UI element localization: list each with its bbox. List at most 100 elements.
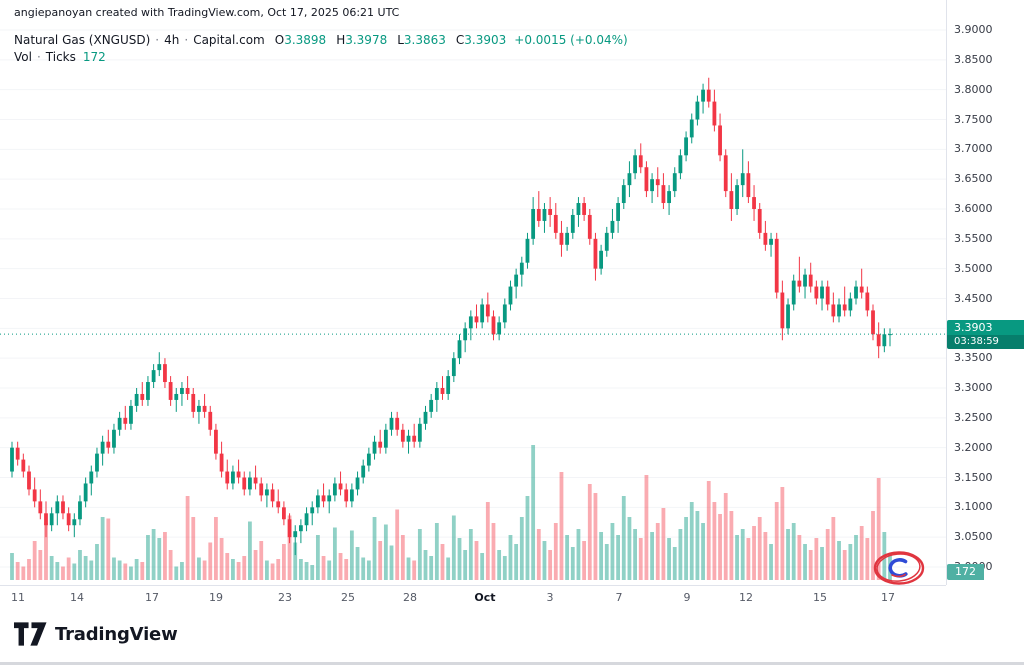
volume-label[interactable]: Vol (14, 49, 32, 64)
candle-body (553, 214, 558, 233)
change-value: +0.0015 (+0.04%) (514, 32, 628, 47)
bar-countdown: 03:38:59 (947, 334, 1024, 349)
price-axis-label: 3.2000 (954, 440, 993, 454)
candle-body (468, 316, 473, 329)
candle-body (888, 334, 892, 336)
candle-body (650, 179, 654, 192)
candle-body (298, 525, 303, 532)
candle-body (774, 238, 779, 293)
candle-body (655, 179, 660, 186)
candle-body (423, 411, 428, 424)
candle-body (525, 238, 530, 263)
candle-body (842, 304, 847, 311)
candle-body (604, 232, 609, 251)
candle-body (270, 489, 275, 502)
candle-body (66, 513, 71, 526)
candle-body (106, 441, 111, 448)
volume-bar (729, 511, 734, 580)
time-axis-label: 3 (546, 591, 554, 604)
volume-bar (774, 502, 779, 580)
volume-bar (214, 517, 218, 580)
candle-body (168, 382, 173, 400)
candle-body (140, 393, 145, 400)
volume-bar (446, 557, 451, 580)
candle-body (542, 209, 547, 221)
candle-body (10, 447, 14, 472)
time-axis-label: 11 (11, 591, 25, 604)
candle-body (440, 388, 445, 394)
volume-bar (78, 550, 82, 580)
time-axis-label: 15 (813, 591, 827, 604)
volume-bar (44, 523, 48, 580)
candle-body (412, 435, 417, 442)
volume-bar (769, 544, 773, 580)
low-value: L3.3863 (397, 32, 446, 48)
candle-body (157, 364, 162, 371)
volume-bar (553, 523, 558, 580)
candle-body (214, 429, 218, 454)
volume-bar (508, 535, 513, 580)
candle-body (740, 173, 745, 186)
volume-bar (576, 529, 581, 580)
candle-body (236, 471, 241, 478)
candle-body (763, 232, 768, 245)
candle-body (95, 453, 99, 472)
volume-bar (321, 556, 326, 580)
volume-bar (536, 529, 541, 580)
volume-bar (327, 560, 332, 580)
volume-value: 172 (82, 49, 106, 64)
candle-body (83, 483, 88, 502)
candle-body (678, 155, 683, 174)
candle-body (593, 238, 598, 269)
volume-bar (361, 557, 366, 580)
volume-bar (355, 547, 360, 580)
symbol-title[interactable]: Natural Gas (XNGUSD) (14, 32, 151, 47)
candle-body (627, 173, 632, 186)
candle-body (451, 358, 456, 377)
candle-body (55, 501, 60, 514)
volume-bar (684, 517, 688, 580)
volume-bar (95, 544, 99, 580)
volume-bar (644, 475, 649, 580)
tradingview-logo[interactable]: TradingView (14, 622, 178, 646)
volume-bar (582, 541, 587, 580)
volume-bar (706, 481, 711, 580)
volume-bar (746, 538, 751, 580)
volume-bar (140, 562, 145, 580)
price-axis-label: 3.4500 (954, 291, 993, 305)
volume-bar (559, 472, 564, 580)
attribution-text: angiepanoyan created with TradingView.co… (14, 6, 400, 19)
candle-body (808, 274, 813, 287)
time-axis-label: 9 (683, 591, 691, 604)
volume-bar (440, 544, 445, 580)
candle-body (514, 274, 519, 287)
volume-bar (763, 532, 768, 580)
candle-body (21, 459, 26, 472)
price-axis-label: 3.7500 (954, 112, 993, 126)
candle-body (531, 209, 536, 239)
candle-body (383, 429, 388, 448)
price-axis-label: 3.3500 (954, 351, 993, 365)
volume-bar (854, 535, 858, 580)
volume-bar (55, 562, 60, 580)
price-axis[interactable]: 3.9000 3.8500 3.8000 3.7500 3.7000 3.6500 3.60… (946, 0, 1024, 585)
low-number: 3.3863 (403, 32, 446, 47)
interval-label[interactable]: 4h (164, 32, 180, 47)
candle-body (746, 173, 751, 198)
exchange-label: Capital.com (193, 32, 265, 47)
low-letter: L (397, 32, 404, 47)
volume-bar (265, 560, 269, 580)
candle-body (752, 197, 756, 209)
time-axis[interactable]: 11 14 17 19 23 25 28 Oct 3 7 9 12 15 17 (0, 585, 946, 609)
candle-body (446, 376, 451, 394)
volume-bar (180, 562, 184, 580)
candle-body (457, 340, 462, 359)
volume-bar (837, 541, 841, 580)
candle-body (825, 286, 830, 305)
chart-canvas[interactable] (0, 0, 946, 585)
volume-bar (786, 529, 790, 580)
capitalcom-logo[interactable] (872, 548, 926, 588)
volume-bar (485, 502, 490, 580)
candle-body (474, 316, 479, 323)
volume-bar (718, 514, 722, 580)
